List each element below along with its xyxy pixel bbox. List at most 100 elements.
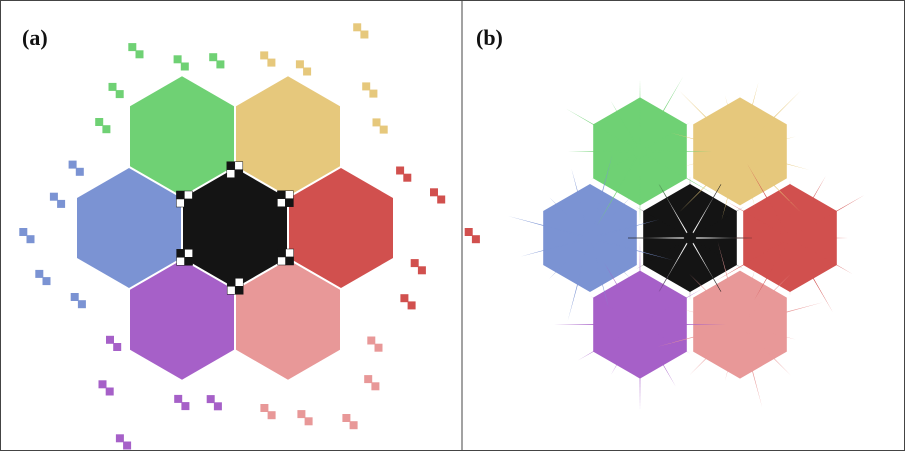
spike-b-center [694, 240, 744, 269]
checker-a [285, 190, 294, 199]
spike-b-top-right [745, 152, 810, 170]
pixel-a-bottom-left [181, 402, 190, 411]
pixel-a-right [400, 294, 409, 303]
spike-b-center [689, 176, 691, 233]
spike-b-bottom-left [639, 330, 641, 411]
checker-a [234, 278, 244, 287]
pixel-a-top-left [102, 125, 111, 134]
pixel-a-bottom-left [123, 441, 132, 450]
pixel-a-top-right [362, 82, 371, 91]
checker-a [176, 198, 185, 208]
checker-a [277, 198, 286, 207]
pixel-a-right [430, 188, 438, 197]
checker-a [277, 190, 286, 199]
checker-a [176, 190, 185, 200]
spike-b-center [692, 242, 722, 292]
spike-b-right [747, 163, 788, 234]
pixel-a-top-left [95, 118, 104, 126]
tile-a-top-left [130, 76, 234, 197]
spike-b-bottom-left [644, 326, 691, 354]
spike-b-center [695, 236, 753, 240]
pixel-a-right [437, 195, 446, 204]
tile-b-center [643, 184, 737, 292]
pixel-a-bottom-left [206, 395, 215, 404]
spike-b-bottom-right [740, 268, 755, 320]
pixel-a-left [19, 228, 28, 236]
spike-b-top-left [611, 101, 638, 147]
checker-a [277, 256, 286, 266]
spike-b-bottom-left [642, 329, 676, 387]
checker-a [176, 257, 185, 266]
spike-b-center [627, 236, 685, 240]
spike-b-top-right [740, 156, 755, 208]
spike-b-bottom-right [743, 273, 791, 321]
spike-b-center [658, 184, 688, 234]
spike-b-top-left [589, 153, 636, 181]
pixel-a-top-left [115, 90, 124, 99]
spike-b-top-left [565, 108, 636, 150]
spike-b-right [789, 180, 791, 233]
checker-a [226, 278, 236, 287]
spike-b-bottom-left [639, 238, 641, 319]
spike-b-center [636, 207, 686, 236]
spike-b-right [732, 237, 785, 239]
spike-b-left [567, 243, 590, 322]
checker-a [226, 169, 236, 178]
pixel-a-bottom-left [113, 343, 122, 351]
spike-b-bottom-left [589, 295, 636, 323]
checker-a [184, 190, 193, 200]
spike-b-bottom-right [745, 302, 824, 324]
checker-a [285, 248, 294, 258]
spike-b-bottom-right [743, 328, 791, 376]
spike-b-bottom-left [604, 262, 638, 320]
spike-b-right [794, 240, 853, 274]
spike-b-top-right [721, 156, 740, 221]
panel-a-label: (a) [22, 25, 48, 50]
pixel-a-top-left [216, 60, 225, 69]
pixel-a-right [410, 259, 419, 268]
spike-b-right [754, 242, 788, 301]
tile-a-bottom-left [130, 259, 234, 380]
spike-b-right [792, 242, 833, 313]
pixel-a-right [471, 235, 480, 244]
spike-b-top-left [642, 76, 683, 147]
spike-b-top-left [639, 79, 641, 146]
spike-b-top-right [725, 95, 740, 146]
spike-b-top-left [645, 150, 712, 153]
pixel-a-top-left [108, 82, 117, 91]
pixel-a-left [57, 199, 66, 208]
spike-b-bottom-left [611, 329, 638, 375]
spike-b-bottom-right [725, 330, 740, 381]
tile-b-top-right [693, 97, 787, 206]
checker-a [234, 161, 244, 170]
spike-b-right [792, 175, 826, 234]
pixel-a-top-right [372, 118, 381, 127]
spike-b-top-left [568, 150, 635, 153]
spike-b-bottom-right [684, 309, 735, 324]
pixel-a-bottom-right [304, 417, 313, 426]
pixel-a-top-right [360, 30, 369, 39]
pixel-a-left [77, 300, 86, 309]
pixel-a-left [26, 235, 35, 244]
spike-b-right [789, 243, 791, 296]
spike-b-bottom-right [656, 325, 735, 347]
checker-a [285, 198, 294, 207]
pixel-a-bottom-right [374, 343, 383, 352]
checker-a [184, 198, 193, 208]
checker-a [176, 249, 185, 258]
pixel-a-top-left [180, 62, 189, 71]
pixel-a-bottom-left [106, 335, 114, 344]
spike-b-right [715, 240, 786, 281]
pixel-a-left [49, 192, 58, 201]
pixel-a-bottom-right [364, 375, 373, 384]
pixel-a-left [68, 160, 77, 169]
spike-b-center [694, 207, 744, 236]
spike-b-bottom-left [645, 323, 726, 326]
pixel-a-right [464, 228, 473, 236]
pixel-a-bottom-right [297, 410, 306, 419]
pixel-a-bottom-right [349, 421, 358, 430]
tile-b-bottom-right [693, 270, 787, 379]
pixel-a-left [70, 293, 79, 301]
pixel-a-top-left [135, 50, 144, 59]
